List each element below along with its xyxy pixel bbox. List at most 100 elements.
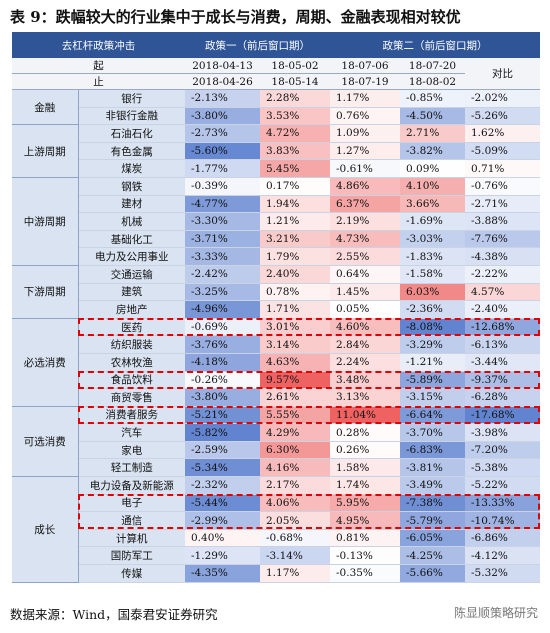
row: 农林牧渔 -4.18% 4.63% 2.24% -1.21% -3.44% xyxy=(12,353,540,372)
value-cell: -2.13% xyxy=(185,89,260,108)
industry: 轻工制造 xyxy=(78,458,185,478)
row: 国防军工 -1.29% -3.14% -0.13% -4.25% -4.12% xyxy=(12,546,540,566)
row: 止 2018-04-26 18-05-14 18-07-19 18-08-02 xyxy=(12,73,540,90)
value-cell: 2.05% xyxy=(260,511,330,530)
row: 上游周期 石油石化 -2.73% 4.72% 1.09% 2.71% 1.62% xyxy=(12,124,540,178)
industry: 交通运输 xyxy=(78,265,185,284)
value-cell: 6.03% xyxy=(400,283,465,302)
value-cell: -3.70% xyxy=(400,423,465,442)
row: 纺织服装 -3.76% 3.14% 2.84% -3.29% -6.13% xyxy=(12,335,540,354)
value-cell: -2.02% xyxy=(465,89,540,108)
value-cell: 0.17% xyxy=(260,177,330,196)
value-cell: 4.72% xyxy=(260,124,330,143)
group-label: 下游周期 xyxy=(12,265,79,319)
value-cell: -1.21% xyxy=(400,353,465,372)
industry: 钢铁 xyxy=(78,177,185,196)
value-cell: 1.17% xyxy=(260,564,330,583)
title: 表 9：跌幅较大的行业集中于成长与消费，周期、金融表现相对较优 xyxy=(10,8,461,26)
industry: 有色金属 xyxy=(78,142,185,161)
industry: 煤炭 xyxy=(78,159,185,178)
value-cell: 3.83% xyxy=(260,142,330,161)
industry: 建材 xyxy=(78,195,185,214)
group-label: 上游周期 xyxy=(12,124,79,178)
value-cell: -3.44% xyxy=(465,353,540,372)
value-cell: -3.80% xyxy=(185,107,260,126)
industry: 电力及公用事业 xyxy=(78,247,185,266)
group-label: 可选消费 xyxy=(12,406,79,478)
value-cell: -4.25% xyxy=(400,546,465,566)
industry: 基础化工 xyxy=(78,230,185,249)
value-cell: 1.09% xyxy=(330,124,400,143)
value-cell: 0.78% xyxy=(260,283,330,302)
date-cell: 18-05-14 xyxy=(260,73,330,90)
value-cell: -0.61% xyxy=(330,159,400,178)
value-cell: -4.77% xyxy=(185,195,260,214)
value-cell: -3.81% xyxy=(400,458,465,478)
value-cell: -0.35% xyxy=(330,564,400,583)
value-cell: 4.29% xyxy=(260,423,330,442)
value-cell: 2.55% xyxy=(330,247,400,266)
value-cell: 1.62% xyxy=(465,124,540,143)
row: 建材 -4.77% 1.94% 6.37% 3.66% -2.71% xyxy=(12,195,540,214)
value-cell: -5.21% xyxy=(185,406,260,425)
value-cell: -2.73% xyxy=(185,124,260,143)
value-cell: -4.96% xyxy=(185,300,260,319)
row: 电子 -5.44% 4.06% 5.95% -7.38% -13.33% xyxy=(12,494,540,513)
value-cell: 0.76% xyxy=(330,107,400,126)
value-cell: -2.42% xyxy=(185,265,260,284)
group-label: 必选消费 xyxy=(12,318,79,407)
value-cell: -2.71% xyxy=(465,195,540,214)
value-cell: 6.37% xyxy=(330,195,400,214)
value-cell: -5.38% xyxy=(465,458,540,478)
value-cell: -3.82% xyxy=(400,142,465,161)
value-cell: -5.66% xyxy=(400,564,465,583)
value-cell: 1.17% xyxy=(330,89,400,108)
value-cell: -0.39% xyxy=(185,177,260,196)
value-cell: -3.76% xyxy=(185,335,260,354)
industry: 纺织服装 xyxy=(78,335,185,354)
value-cell: 5.55% xyxy=(260,406,330,425)
value-cell: 4.57% xyxy=(465,283,540,302)
value-cell: 3.01% xyxy=(260,318,330,337)
value-cell: 6.30% xyxy=(260,441,330,460)
value-cell: 0.28% xyxy=(330,423,400,442)
row: 家电 -2.59% 6.30% 0.26% -6.83% -7.20% xyxy=(12,441,540,460)
value-cell: -6.28% xyxy=(465,388,540,407)
row: 传媒 -4.35% 1.17% -0.35% -5.66% -5.32% xyxy=(12,564,540,583)
value-cell: -3.88% xyxy=(465,212,540,231)
value-cell: 5.95% xyxy=(330,494,400,513)
row: 成长 电力设备及新能源 -2.32% 2.17% 1.74% -3.49% -5.22% xyxy=(12,476,540,583)
row: 下游周期 交通运输 -2.42% 2.40% 0.64% -1.58% -2.22% xyxy=(12,265,540,319)
industry: 农林牧渔 xyxy=(78,353,185,372)
value-cell: -1.83% xyxy=(400,247,465,266)
value-cell: -3.14% xyxy=(260,546,330,566)
row: 有色金属 -5.60% 3.83% 1.27% -3.82% -5.09% xyxy=(12,142,540,161)
row: 建筑 -3.25% 0.78% 1.45% 6.03% 4.57% xyxy=(12,283,540,302)
value-cell: 5.45% xyxy=(260,159,330,178)
row: 煤炭 -1.77% 5.45% -0.61% 0.09% 0.71% xyxy=(12,159,540,178)
value-cell: -2.59% xyxy=(185,441,260,460)
value-cell: -5.44% xyxy=(185,494,260,513)
value-cell: 3.48% xyxy=(330,371,400,390)
industry: 医药 xyxy=(78,318,185,337)
value-cell: -2.32% xyxy=(185,476,260,495)
value-cell: -6.05% xyxy=(400,529,465,548)
value-cell: -3.80% xyxy=(185,388,260,407)
value-cell: -5.79% xyxy=(400,511,465,530)
value-cell: -3.98% xyxy=(465,423,540,442)
row: 金融 银行 -2.13% 2.28% 1.17% -0.85% -2.02% xyxy=(12,89,540,126)
value-cell: -1.69% xyxy=(400,212,465,231)
group-label: 成长 xyxy=(12,476,79,583)
value-cell: -0.85% xyxy=(400,89,465,108)
row: 非银行金融 -3.80% 3.53% 0.76% -4.50% -5.26% xyxy=(12,107,540,126)
value-cell: -5.89% xyxy=(400,371,465,390)
value-cell: 4.73% xyxy=(330,230,400,249)
value-cell: -3.15% xyxy=(400,388,465,407)
industry: 电力设备及新能源 xyxy=(78,476,185,495)
value-cell: 1.27% xyxy=(330,142,400,161)
row: 机械 -3.30% 1.21% 2.19% -1.69% -3.88% xyxy=(12,212,540,231)
value-cell: -6.83% xyxy=(400,441,465,460)
value-cell: -4.50% xyxy=(400,107,465,126)
industry: 商贸零售 xyxy=(78,388,185,407)
